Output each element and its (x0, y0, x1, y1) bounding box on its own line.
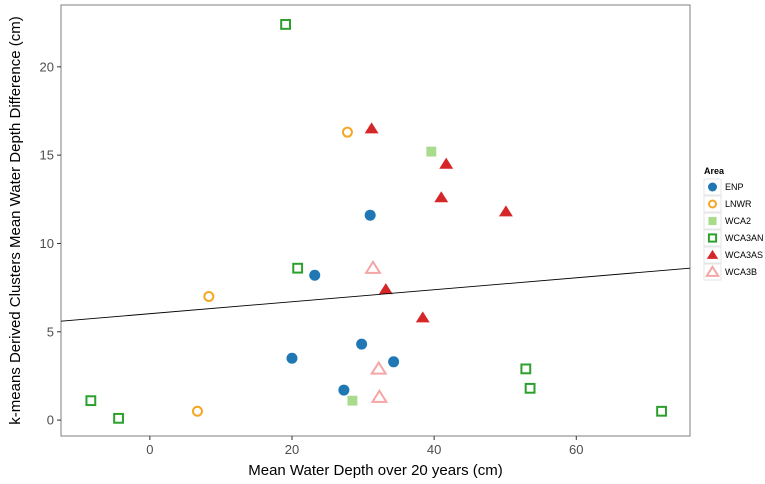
legend-label-wca2: WCA2 (725, 216, 751, 226)
legend-marker-wca3b (704, 264, 721, 277)
y-tick-label: 5 (47, 324, 54, 339)
legend-label-lnwr: LNWR (725, 199, 752, 209)
y-tick-label: 20 (40, 59, 54, 74)
data-point-wca2 (426, 146, 437, 157)
x-tick-label: 20 (285, 442, 299, 457)
data-point-wca3b (370, 388, 389, 403)
data-point-lnwr (203, 290, 215, 302)
data-point-wca3an (292, 262, 304, 274)
legend-label-enp: ENP (725, 182, 744, 192)
data-point-enp (309, 269, 321, 281)
data-point-wca3an (656, 405, 667, 417)
data-point-enp (388, 356, 400, 368)
data-point-wca3as (415, 311, 430, 323)
data-point-wca2 (347, 395, 358, 406)
data-point-lnwr (341, 126, 353, 138)
legend-key-lnwr (703, 195, 722, 213)
plot-area (60, 4, 691, 437)
data-point-enp (356, 338, 368, 350)
x-tick-label: 40 (427, 442, 441, 457)
data-point-enp (286, 352, 298, 364)
data-point-wca3an (524, 382, 536, 394)
data-point-wca3as (439, 157, 454, 169)
data-point-wca3an (85, 395, 97, 407)
y-axis: 0 5 10 15 20 (40, 59, 61, 428)
legend-marker-wca2 (708, 216, 717, 226)
data-point-wca3as (434, 191, 449, 203)
legend-marker-wca3an (707, 233, 718, 243)
trend-line (60, 267, 691, 322)
y-tick-label: 10 (40, 236, 54, 251)
plot-border (60, 4, 691, 437)
data-point-wca3b (369, 360, 388, 375)
data-point-lnwr (191, 405, 203, 417)
x-tick-label: 0 (146, 442, 153, 457)
y-tick-label: 15 (40, 148, 54, 163)
legend-label-wca3b: WCA3B (725, 267, 757, 277)
legend: Area ENP LNWR WCA2 WCA3AN WCA3AS WCA3B (703, 166, 764, 281)
legend-key-wca3an (703, 229, 722, 247)
x-axis: 0 20 40 60 (146, 436, 584, 457)
data-point-enp (364, 209, 376, 221)
data-point-wca3b (364, 259, 382, 274)
legend-marker-wca3as (706, 249, 719, 259)
data-point-wca3an (280, 19, 291, 30)
data-point-enp (338, 384, 350, 396)
x-axis-title: Mean Water Depth over 20 years (cm) (248, 462, 503, 479)
legend-title: Area (704, 166, 725, 176)
data-point-wca3as (364, 122, 379, 134)
legend-marker-enp (708, 182, 717, 192)
data-point-wca3as (378, 283, 393, 295)
data-point-wca3as (498, 205, 513, 217)
y-axis-title: k-means Derived Clusters Mean Water Dept… (7, 16, 24, 424)
data-point-wca3an (113, 412, 124, 424)
x-tick-label: 60 (569, 442, 583, 457)
data-points (60, 19, 691, 424)
legend-label-wca3an: WCA3AN (725, 233, 764, 243)
y-tick-label: 0 (47, 413, 54, 428)
data-point-wca3an (520, 363, 532, 375)
legend-marker-lnwr (708, 199, 717, 209)
legend-label-wca3as: WCA3AS (725, 250, 763, 260)
